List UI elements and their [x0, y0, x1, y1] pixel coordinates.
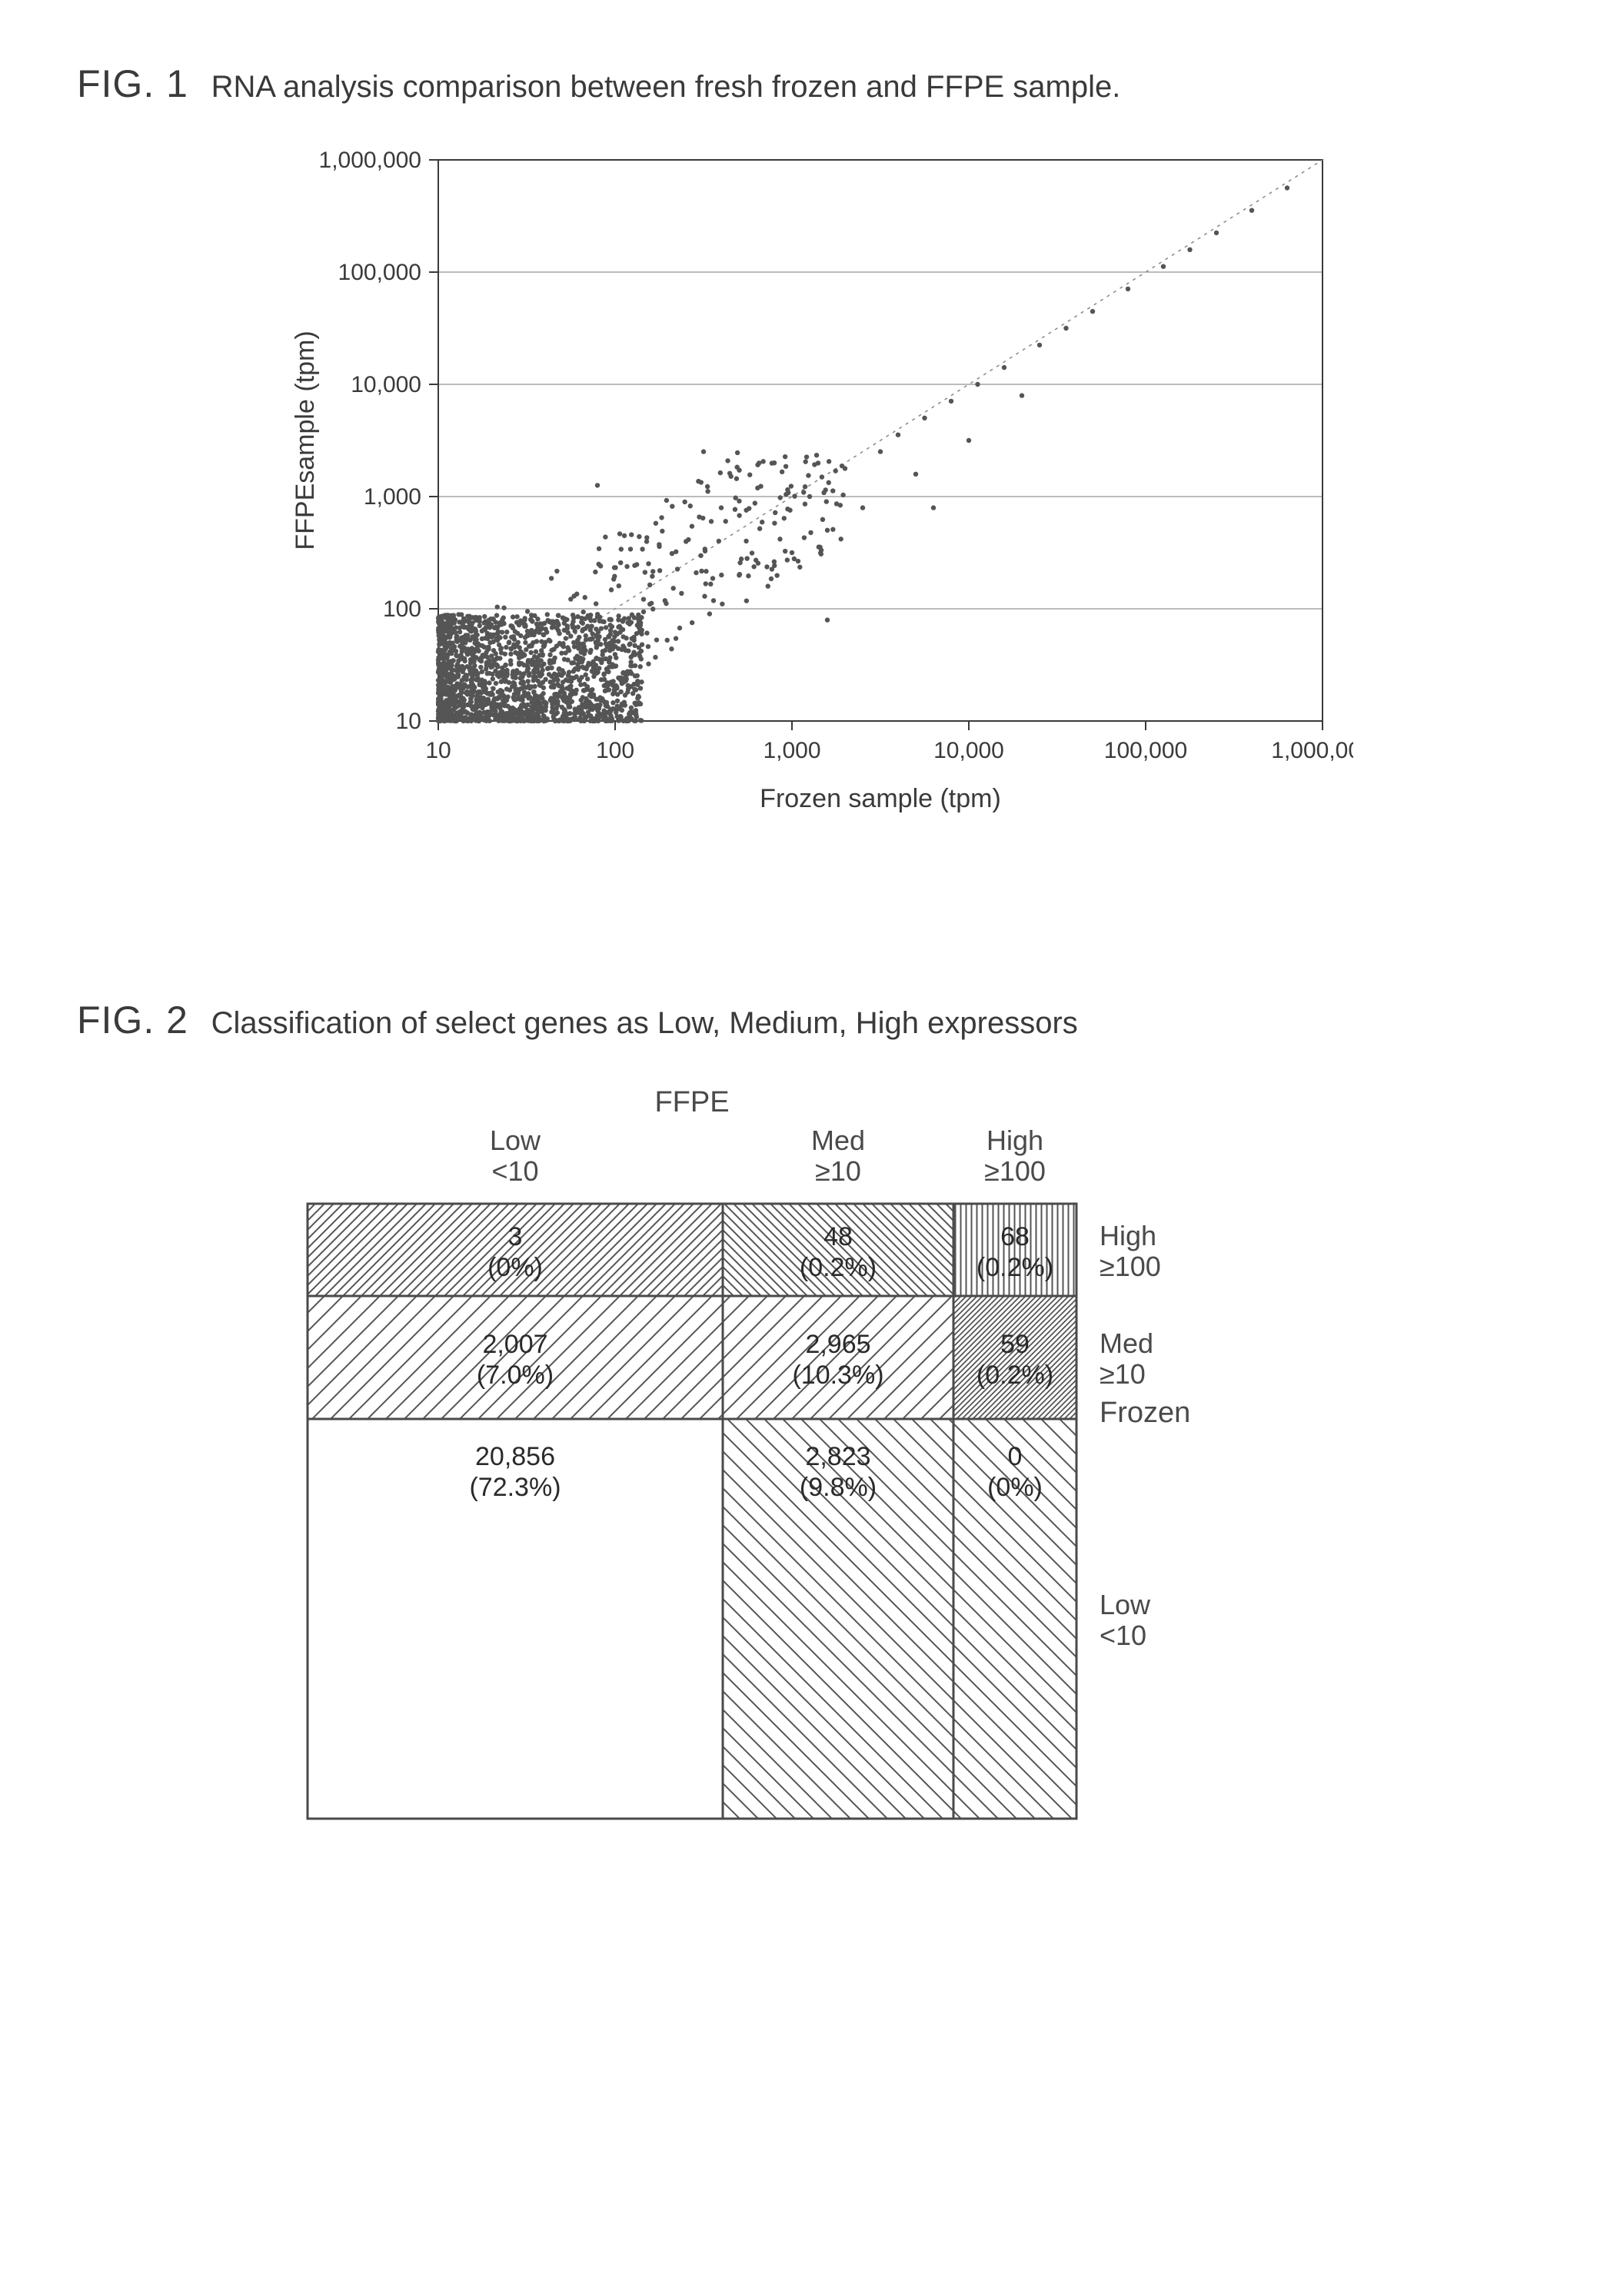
- y-axis-label: FFPEsample (tpm): [291, 331, 320, 550]
- row-header-thresh: ≥10: [1100, 1358, 1146, 1390]
- x-tick-label: 100: [596, 738, 634, 763]
- x-axis-label: Frozen sample (tpm): [760, 784, 1001, 813]
- fig1-caption: RNA analysis comparison between fresh fr…: [211, 70, 1121, 104]
- cell-count: 2,965: [805, 1330, 870, 1359]
- row-header-thresh: ≥100: [1100, 1251, 1161, 1282]
- cell-pct: (0.2%): [976, 1253, 1053, 1282]
- y-tick-label: 1,000,000: [319, 148, 421, 173]
- mosaic-right-title: Frozen: [1100, 1397, 1190, 1429]
- fig1-label: FIG. 1: [77, 62, 188, 105]
- cell-count: 2,823: [805, 1442, 870, 1471]
- cell-pct: (7.0%): [477, 1361, 554, 1390]
- col-header-name: Med: [811, 1125, 865, 1156]
- y-tick-label: 100: [383, 596, 421, 622]
- x-tick-label: 1,000,000: [1271, 738, 1353, 763]
- row-header-thresh: <10: [1100, 1620, 1146, 1651]
- cell-count: 68: [1000, 1222, 1030, 1251]
- x-tick-label: 10,000: [933, 738, 1004, 763]
- cell-pct: (9.8%): [800, 1473, 877, 1502]
- col-header-name: Low: [490, 1125, 541, 1156]
- x-tick-label: 1,000: [763, 738, 820, 763]
- y-tick-label: 10,000: [351, 372, 421, 397]
- cell-count: 59: [1000, 1330, 1030, 1359]
- x-tick-label: 10: [425, 738, 451, 763]
- col-header-thresh: ≥100: [984, 1155, 1046, 1187]
- cell-count: 48: [823, 1222, 853, 1251]
- scatter-chart: 1010 100 100 1,000 1,000 10,000 10,000 100,000 1…: [277, 137, 1353, 829]
- cell-count: 20,856: [475, 1442, 555, 1471]
- cell-pct: (0.2%): [800, 1253, 877, 1282]
- cell-pct: (10.3%): [792, 1361, 883, 1390]
- x-tick-label: 100,000: [1104, 738, 1187, 763]
- mosaic-plot: FFPELow<10Med≥10High≥1003(0%)48(0.2%)68(…: [215, 1073, 1369, 1919]
- fig2-label: FIG. 2: [77, 998, 188, 1042]
- y-tick-label: 1,000: [364, 484, 421, 510]
- cell-pct: (0%): [487, 1253, 543, 1282]
- row-header-name: Low: [1100, 1589, 1151, 1620]
- row-header-name: High: [1100, 1220, 1156, 1251]
- fig2-caption: Classification of select genes as Low, M…: [211, 1006, 1078, 1040]
- col-header-thresh: ≥10: [815, 1155, 861, 1187]
- cell-count: 2,007: [482, 1330, 547, 1359]
- y-tick-label: 100,000: [338, 260, 421, 285]
- fig1-chart-container: 1010 100 100 1,000 1,000 10,000 10,000 100,000 1…: [277, 137, 1520, 829]
- mosaic-top-title: FFPE: [654, 1086, 729, 1118]
- cell-pct: (0%): [987, 1473, 1043, 1502]
- cell-pct: (72.3%): [469, 1473, 561, 1502]
- cell-count: 0: [1008, 1442, 1023, 1471]
- row-header-name: Med: [1100, 1327, 1153, 1359]
- y-tick-label: 10: [396, 709, 421, 734]
- cell-pct: (0.2%): [976, 1361, 1053, 1390]
- fig2-heading: FIG. 2 Classification of select genes as…: [77, 998, 1520, 1042]
- col-header-thresh: <10: [491, 1155, 538, 1187]
- fig2-mosaic-container: FFPELow<10Med≥10High≥1003(0%)48(0.2%)68(…: [215, 1073, 1520, 1919]
- fig1-heading: FIG. 1 RNA analysis comparison between f…: [77, 61, 1520, 106]
- col-header-name: High: [986, 1125, 1043, 1156]
- cell-count: 3: [508, 1222, 523, 1251]
